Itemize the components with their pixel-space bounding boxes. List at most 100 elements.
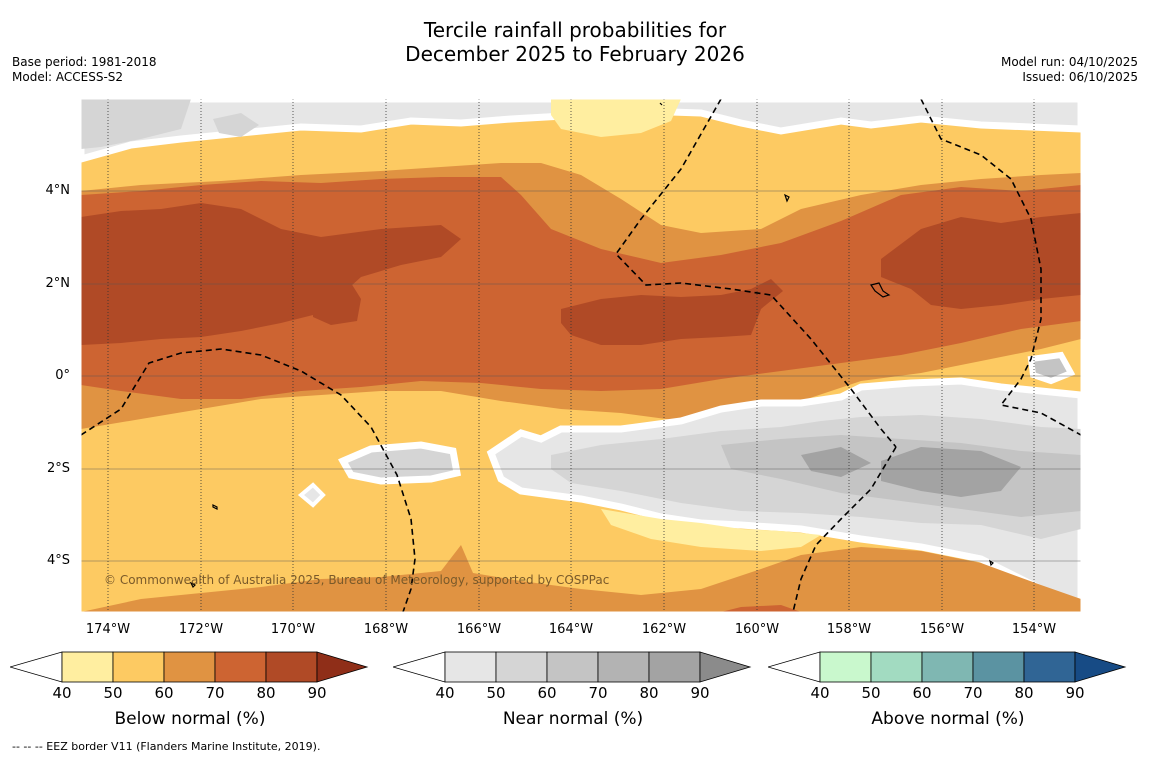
colorbar-swatch-50 [870, 651, 923, 683]
meta-left: Base period: 1981-2018 Model: ACCESS-S2 [12, 55, 157, 85]
eez-border-south [792, 446, 897, 612]
lon-label-160w: 160°W [734, 622, 780, 637]
colorbar-swatch-60 [921, 651, 974, 683]
colorbar-swatch-over [699, 651, 752, 683]
cb-below-tick-90: 90 [307, 684, 327, 702]
island-south-east [989, 559, 994, 567]
cb-near-tick-50: 50 [486, 684, 506, 702]
lat-label-0: 0° [55, 368, 70, 383]
near-normal-islet-patch [297, 482, 326, 508]
eez-borders [81, 99, 1081, 612]
near-normal-west-blob [338, 441, 462, 485]
band-90-central [561, 279, 783, 345]
near-normal-south-80 [801, 447, 1021, 497]
band-90-west [81, 203, 461, 345]
band-90-east [881, 213, 1081, 309]
colorbar-swatch-under [768, 651, 821, 683]
meta-right: Model run: 04/10/2025 Issued: 06/10/2025 [1001, 55, 1138, 85]
island-north-tiny [659, 102, 663, 106]
colorbar-swatch-70 [214, 651, 267, 683]
eez-border-north [614, 99, 897, 448]
lon-label-170w: 170°W [270, 622, 316, 637]
colorbar-swatch-50 [112, 651, 165, 683]
title-line-1: Tercile rainfall probabilities for [423, 18, 727, 42]
cb-below-tick-80: 80 [256, 684, 276, 702]
cb-near-tick-70: 70 [588, 684, 608, 702]
cb-near-tick-40: 40 [435, 684, 455, 702]
islands [189, 102, 994, 589]
cb-near-tick-60: 60 [537, 684, 557, 702]
island-west-2 [189, 581, 197, 589]
cb-above-tick-70: 70 [963, 684, 983, 702]
lat-label-4n: 4°N [45, 183, 71, 198]
colorbar-swatch-over [316, 651, 369, 683]
eez-border-west [81, 348, 416, 612]
colorbar-near-title: Near normal (%) [502, 709, 644, 729]
near-normal-north-dark [81, 99, 259, 149]
colorbar-below-normal [10, 651, 369, 683]
model-run-text: Model run: 04/10/2025 [1000, 55, 1138, 69]
colorbar-swatch-under [10, 651, 63, 683]
map-copyright: © Commonwealth of Australia 2025, Bureau… [104, 573, 609, 587]
band-80-south-sliver [721, 605, 801, 612]
colorbar-swatch-under [393, 651, 446, 683]
colorbar-swatch-80 [265, 651, 318, 683]
lon-label-164w: 164°W [548, 622, 594, 637]
cb-below-tick-70: 70 [205, 684, 225, 702]
lon-label-166w: 166°W [456, 622, 502, 637]
lon-label-172w: 172°W [178, 622, 224, 637]
colorbar-swatch-80 [1023, 651, 1076, 683]
eez-footnote: -- -- -- EEZ border V11 (Flanders Marine… [12, 740, 321, 753]
cb-near-tick-80: 80 [639, 684, 659, 702]
lat-label-2s: 2°S [46, 461, 70, 476]
base-period-text: Base period: 1981-2018 [12, 55, 157, 69]
eez-border-east [920, 99, 1081, 436]
map-title: Tercile rainfall probabilities for Decem… [0, 18, 1150, 66]
cb-below-tick-60: 60 [154, 684, 174, 702]
colorbar-swatch-over [1074, 651, 1127, 683]
cb-above-tick-50: 50 [861, 684, 881, 702]
cb-above-tick-90: 90 [1065, 684, 1085, 702]
cb-below-tick-40: 40 [52, 684, 72, 702]
near-normal-east-patch [1027, 351, 1076, 385]
cb-near-tick-90: 90 [690, 684, 710, 702]
colorbar-above-title: Above normal (%) [871, 709, 1025, 729]
island-east-1 [870, 282, 891, 298]
lon-label-154w: 154°W [1011, 622, 1057, 637]
colorbar-swatch-50 [495, 651, 548, 683]
colorbar-near-normal [393, 651, 752, 683]
colorbar-swatch-70 [972, 651, 1025, 683]
colorbar-below-title: Below normal (%) [114, 709, 266, 729]
lat-label-2n: 2°N [45, 276, 71, 291]
lon-label-162w: 162°W [641, 622, 687, 637]
lon-label-158w: 158°W [826, 622, 872, 637]
issued-text: Issued: 06/10/2025 [1022, 70, 1138, 84]
colorbar-swatch-40 [61, 651, 114, 683]
band-70-south [81, 545, 1081, 612]
colorbar-swatch-60 [546, 651, 599, 683]
title-line-2: December 2025 to February 2026 [405, 42, 745, 66]
yellow-north-band [551, 99, 681, 137]
colorbar-swatch-40 [819, 651, 872, 683]
probability-map: © Commonwealth of Australia 2025, Bureau… [81, 99, 1081, 612]
graticule [81, 99, 1081, 612]
model-text: Model: ACCESS-S2 [12, 70, 124, 84]
island-west-1 [212, 504, 218, 510]
lat-label-4s: 4°S [46, 553, 70, 568]
colorbar-swatch-60 [163, 651, 216, 683]
yellow-south-patch [601, 509, 821, 551]
colorbar-swatch-40 [444, 651, 497, 683]
island-north-1 [783, 193, 790, 203]
colorbar-swatch-70 [597, 651, 650, 683]
cb-above-tick-80: 80 [1014, 684, 1034, 702]
band-90-west-small [313, 283, 361, 325]
cb-below-tick-50: 50 [103, 684, 123, 702]
lon-label-174w: 174°W [85, 622, 131, 637]
lon-label-156w: 156°W [919, 622, 965, 637]
lon-label-168w: 168°W [363, 622, 409, 637]
cb-above-tick-40: 40 [810, 684, 830, 702]
cb-above-tick-60: 60 [912, 684, 932, 702]
colorbar-above-normal [768, 651, 1127, 683]
band-80 [81, 177, 1081, 399]
colorbar-swatch-80 [648, 651, 701, 683]
